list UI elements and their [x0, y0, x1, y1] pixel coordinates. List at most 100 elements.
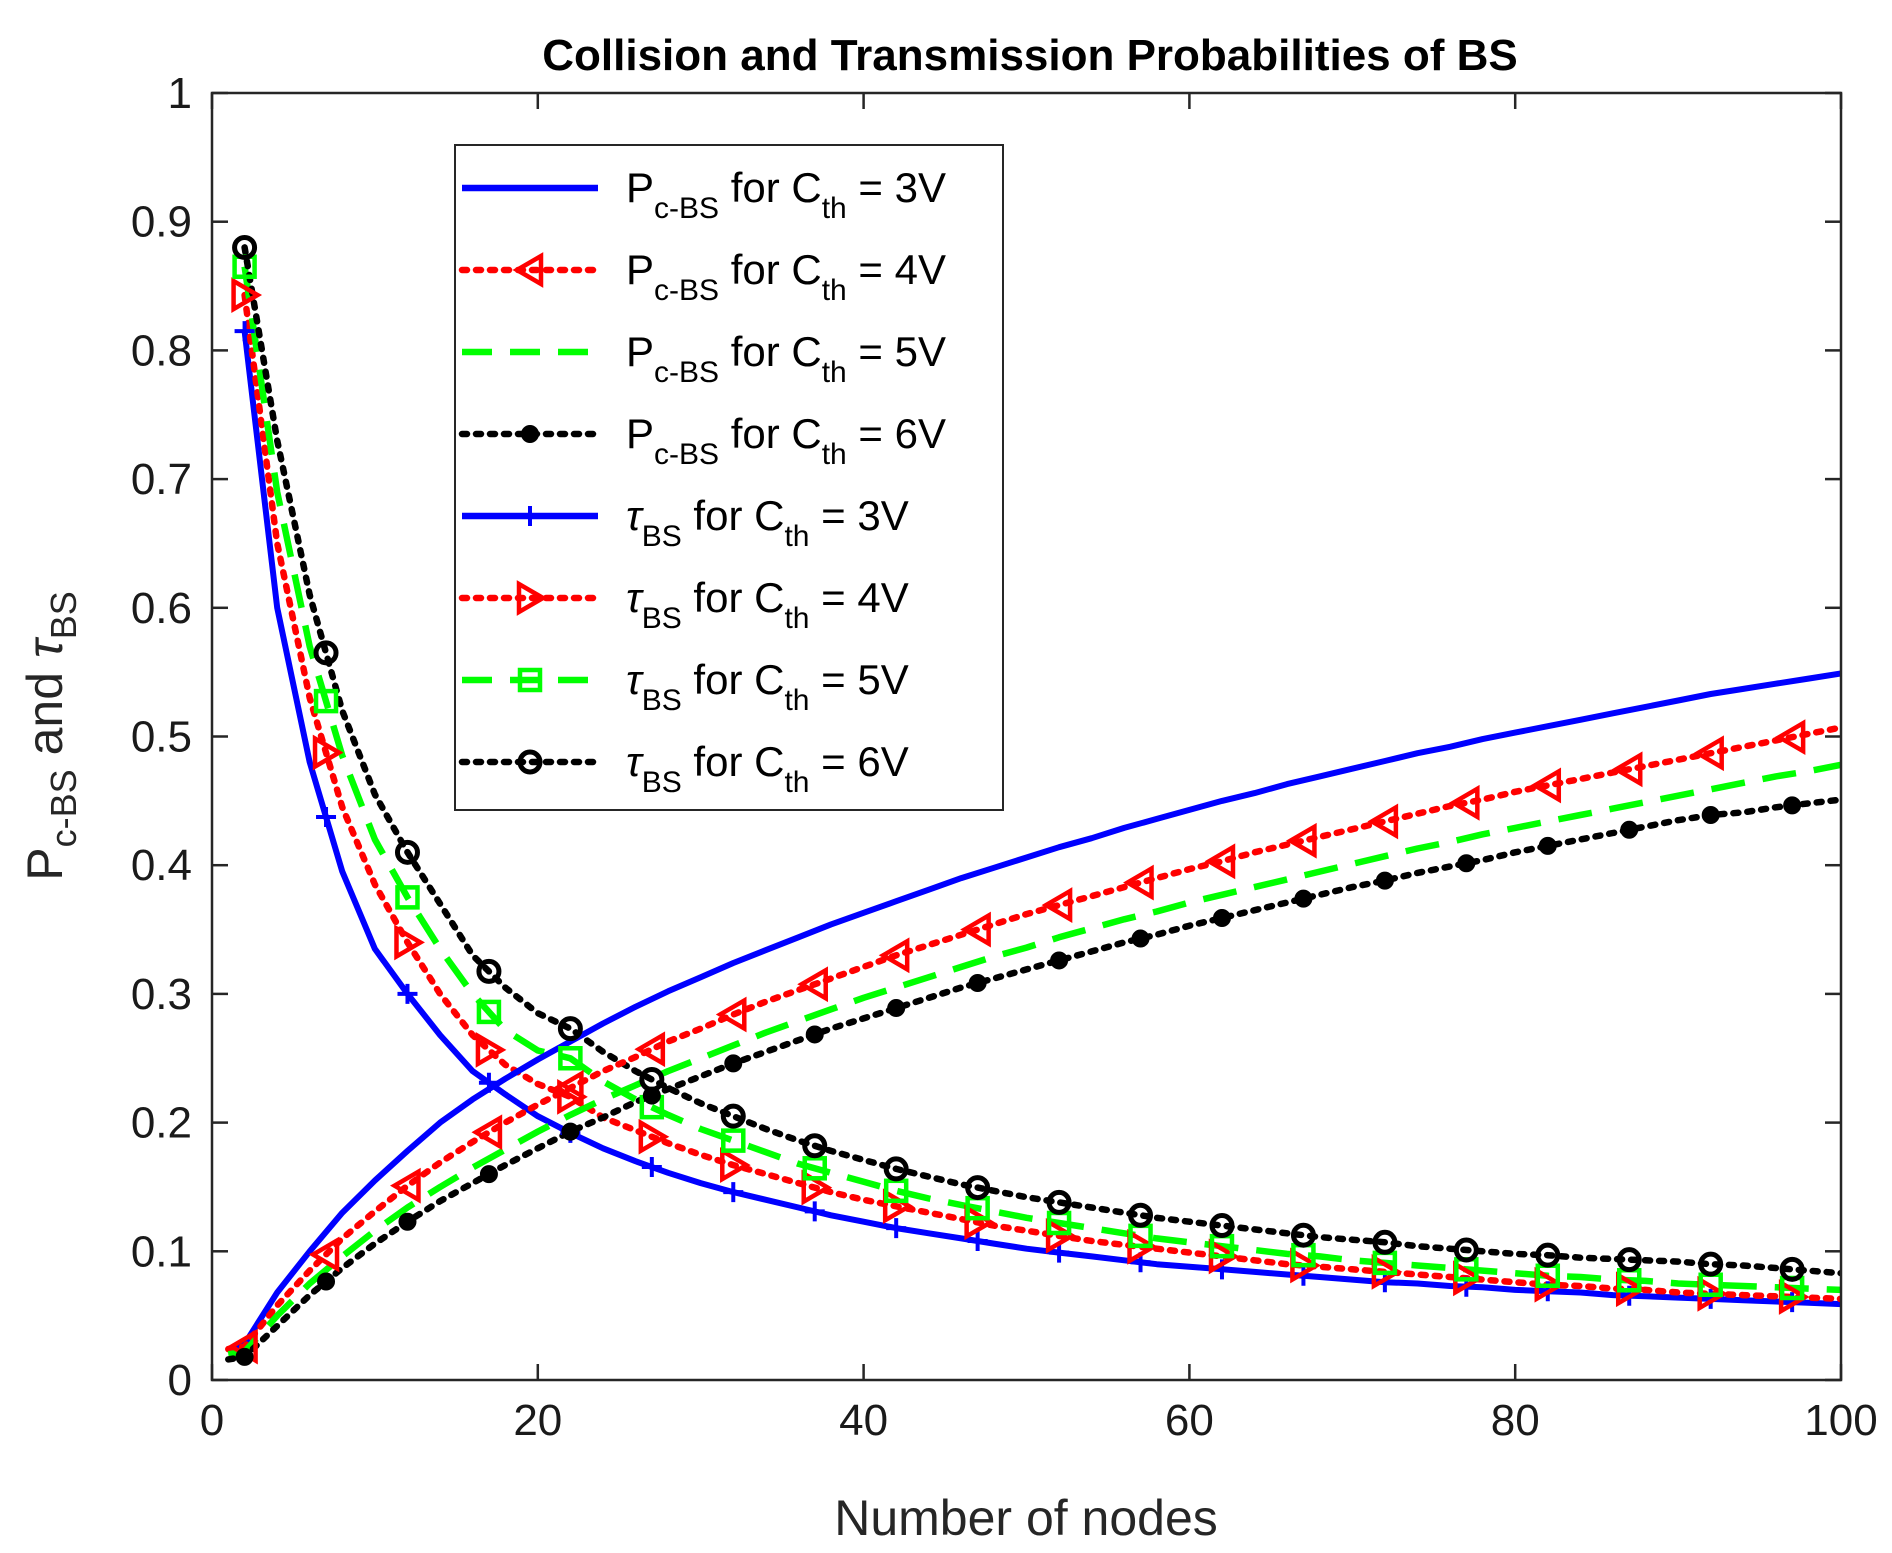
- legend-label-part: P: [626, 164, 654, 211]
- series-6-marker: [801, 1169, 833, 1206]
- series-2-marker: [1530, 767, 1562, 804]
- series-2-marker: [1611, 751, 1643, 788]
- series-8-marker: [720, 1103, 746, 1129]
- series-2-marker: [1448, 784, 1480, 821]
- legend-label-1: Pc-BS for Cth = 3V: [626, 164, 946, 225]
- legend-label-part: for C: [719, 246, 822, 293]
- legend-label-part: = 3V: [809, 492, 908, 539]
- y-tick-label: 1: [168, 69, 192, 118]
- series-2-marker: [390, 1167, 421, 1204]
- legend-label-part: c-BS: [654, 274, 719, 307]
- x-tick-label: 20: [513, 1396, 562, 1445]
- legend-label-part: P: [626, 410, 654, 457]
- series-5-marker: [316, 806, 337, 827]
- series-6-marker: [394, 924, 425, 961]
- legend-label-part: = 5V: [847, 328, 946, 375]
- series-6-marker: [638, 1118, 670, 1155]
- series-6-marker: [964, 1204, 996, 1241]
- x-tick-label: 60: [1165, 1396, 1214, 1445]
- legend-marker-5: [520, 506, 540, 526]
- series-2-marker: [1367, 803, 1399, 840]
- series-2-marker: [1774, 719, 1806, 756]
- y-label-p-sub: c-BS: [43, 769, 84, 847]
- series-line-8: [241, 244, 1841, 1277]
- series-4-marker: [1783, 796, 1802, 815]
- series-6-marker: [557, 1078, 588, 1115]
- series-2-marker: [1693, 735, 1724, 772]
- legend-label-part: c-BS: [654, 192, 719, 225]
- series-8-marker: [1209, 1213, 1235, 1239]
- legend-label-part: τ: [626, 738, 644, 785]
- y-tick-label: 0.2: [131, 1099, 192, 1148]
- series-8-marker: [1372, 1229, 1398, 1255]
- chart-title: Collision and Transmission Probabilities…: [542, 31, 1518, 80]
- series-4-marker: [968, 973, 987, 992]
- series-8-marker: [1046, 1189, 1072, 1215]
- series-5-marker: [804, 1201, 825, 1222]
- series-6-marker: [475, 1031, 507, 1068]
- series-5-marker: [397, 983, 418, 1004]
- series-5-marker: [723, 1182, 744, 1203]
- legend-label-part: = 5V: [809, 656, 908, 703]
- legend-label-4: Pc-BS for Cth = 6V: [626, 410, 946, 471]
- series-4-marker: [1212, 908, 1231, 927]
- legend-label-3: Pc-BS for Cth = 5V: [626, 328, 946, 389]
- legend-label-5: τBS for Cth = 3V: [626, 492, 909, 553]
- series-4-marker: [1131, 929, 1150, 948]
- legend-label-part: BS: [642, 766, 682, 799]
- legend-marker-2: [512, 252, 544, 288]
- series-6-marker: [720, 1147, 751, 1183]
- series-8-marker: [394, 839, 420, 865]
- x-tick-label: 100: [1804, 1396, 1877, 1445]
- y-tick-label: 0.8: [131, 326, 192, 375]
- series-4-marker: [805, 1025, 824, 1044]
- series-4-marker: [561, 1122, 580, 1141]
- legend-label-part: c-BS: [654, 356, 719, 389]
- legend-label-part: P: [626, 328, 654, 375]
- series-2-marker: [1041, 887, 1073, 924]
- legend-label-part: th: [784, 684, 809, 717]
- legend-label-part: th: [822, 438, 847, 471]
- series-4-marker: [1050, 951, 1069, 970]
- series-8-marker: [1698, 1251, 1724, 1277]
- series-7-marker: [395, 885, 420, 910]
- legend-label-part: = 6V: [809, 738, 908, 785]
- legend-label-part: th: [822, 356, 847, 389]
- legend-label-part: for C: [682, 656, 785, 703]
- series-4-marker: [479, 1165, 498, 1184]
- series-8-marker: [1616, 1247, 1642, 1273]
- series-line-5: [241, 330, 1841, 1308]
- y-label-tau-sub: BS: [43, 591, 84, 639]
- y-tick-label: 0.5: [131, 713, 192, 762]
- y-tick-label: 0.3: [131, 970, 192, 1019]
- legend-label-7: τBS for Cth = 5V: [626, 656, 909, 717]
- series-line-1: [227, 670, 1841, 1352]
- series-4-marker: [724, 1054, 743, 1073]
- series-8-marker: [1290, 1222, 1316, 1248]
- legend-marker-8: [517, 749, 543, 775]
- y-tick-label: 0.9: [131, 198, 192, 247]
- series-2-marker: [797, 966, 828, 1003]
- series-8-marker: [1535, 1242, 1561, 1268]
- x-tick-label: 0: [200, 1396, 224, 1445]
- legend-marker-7: [517, 667, 543, 693]
- series-8-marker: [313, 640, 339, 666]
- y-tick-label: 0: [168, 1356, 192, 1405]
- series-8-marker: [1128, 1202, 1154, 1228]
- legend-label-part: th: [822, 274, 847, 307]
- legend-marker-4: [521, 425, 539, 443]
- legend-label-8: τBS for Cth = 6V: [626, 738, 909, 799]
- legend-label-part: for C: [719, 164, 822, 211]
- series-8-marker: [557, 1016, 583, 1042]
- series-4-marker: [235, 1347, 254, 1366]
- x-axis-label: Number of nodes: [834, 1490, 1218, 1546]
- y-tick-label: 0.6: [131, 584, 192, 633]
- legend-label-part: for C: [719, 328, 822, 375]
- series-8-marker: [965, 1175, 991, 1201]
- series-4-marker: [1620, 820, 1639, 839]
- legend-label-part: c-BS: [654, 438, 719, 471]
- series-4-marker: [1538, 836, 1557, 855]
- series-4-marker: [1294, 889, 1313, 908]
- series-6-marker: [231, 277, 263, 313]
